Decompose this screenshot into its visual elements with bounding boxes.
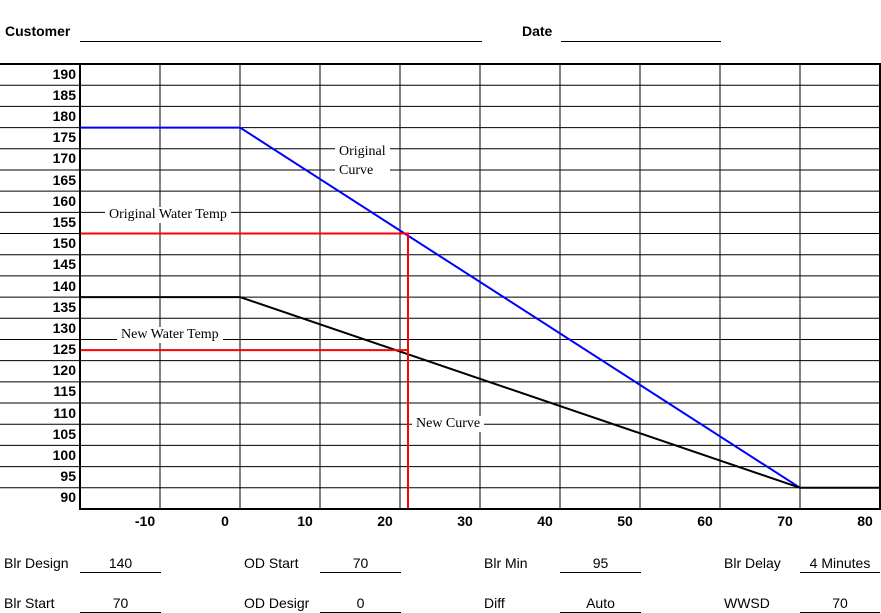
- original-curve-annotation: Original Curve: [335, 142, 390, 180]
- x-tick-label: 20: [377, 513, 393, 529]
- y-tick-label: 165: [52, 171, 76, 188]
- wwsd-label: WWSD: [724, 595, 770, 611]
- x-tick-label: 30: [457, 513, 473, 529]
- y-tick-label: 190: [52, 65, 76, 82]
- chart-grid: [0, 63, 880, 509]
- blr-delay-label: Blr Delay: [724, 555, 781, 571]
- customer-field[interactable]: [80, 41, 482, 42]
- chart-series: [80, 126, 880, 509]
- customer-label: Customer: [5, 23, 71, 39]
- od-design-label: OD Desigr: [244, 595, 310, 611]
- x-tick-label: 80: [857, 513, 873, 529]
- blr-design-value[interactable]: 140: [80, 555, 161, 573]
- new-curve-annotation: New Curve: [412, 416, 485, 432]
- series-line-0: [80, 126, 801, 489]
- blr-delay-value[interactable]: 4 Minutes: [800, 555, 880, 573]
- x-tick-label: 40: [537, 513, 553, 529]
- x-tick-label: 10: [297, 513, 313, 529]
- od-start-label: OD Start: [244, 555, 299, 571]
- blr-min-label: Blr Min: [484, 555, 528, 571]
- x-tick-label: 70: [777, 513, 793, 529]
- y-tick-label: 185: [52, 86, 76, 103]
- y-tick-label: 120: [52, 362, 76, 379]
- blr-design-label: Blr Design: [4, 555, 69, 571]
- date-field[interactable]: [561, 41, 721, 42]
- series-line-2: [80, 232, 409, 509]
- y-tick-label: 170: [52, 150, 76, 167]
- new-water-temp-annotation: New Water Temp: [117, 327, 223, 343]
- y-tick-label: 110: [53, 404, 76, 421]
- x-tick-label: 50: [617, 513, 633, 529]
- y-tick-label: 95: [60, 468, 76, 485]
- date-label: Date: [522, 23, 553, 39]
- y-tick-label: 155: [52, 213, 76, 230]
- blr-start-label: Blr Start: [4, 595, 55, 611]
- y-tick-label: 160: [52, 192, 76, 209]
- y-tick-label: 105: [52, 425, 76, 442]
- y-tick-label: 100: [52, 447, 76, 464]
- y-tick-label: 130: [52, 319, 76, 336]
- od-design-value[interactable]: 0: [320, 595, 401, 613]
- od-start-value[interactable]: 70: [320, 555, 401, 573]
- plot-frame: [79, 63, 881, 510]
- diff-value[interactable]: Auto: [560, 595, 641, 613]
- x-tick-label: 0: [221, 513, 229, 529]
- x-tick-label: 60: [697, 513, 713, 529]
- x-tick-label: -10: [134, 513, 156, 529]
- blr-min-value[interactable]: 95: [560, 555, 641, 573]
- y-tick-label: 140: [52, 277, 76, 294]
- y-tick-label: 150: [52, 235, 76, 252]
- y-tick-label: 90: [60, 489, 76, 506]
- y-tick-label: 175: [52, 129, 76, 146]
- original-water-temp-annotation: Original Water Temp: [105, 207, 231, 223]
- y-tick-label: 125: [52, 341, 76, 358]
- y-tick-label: 115: [53, 383, 76, 400]
- y-tick-label: 145: [52, 256, 76, 273]
- blr-start-value[interactable]: 70: [80, 595, 161, 613]
- y-tick-label: 180: [52, 107, 76, 124]
- series-line-1: [80, 296, 880, 489]
- diff-label: Diff: [484, 595, 505, 611]
- y-tick-label: 135: [52, 298, 76, 315]
- wwsd-value[interactable]: 70: [800, 595, 880, 613]
